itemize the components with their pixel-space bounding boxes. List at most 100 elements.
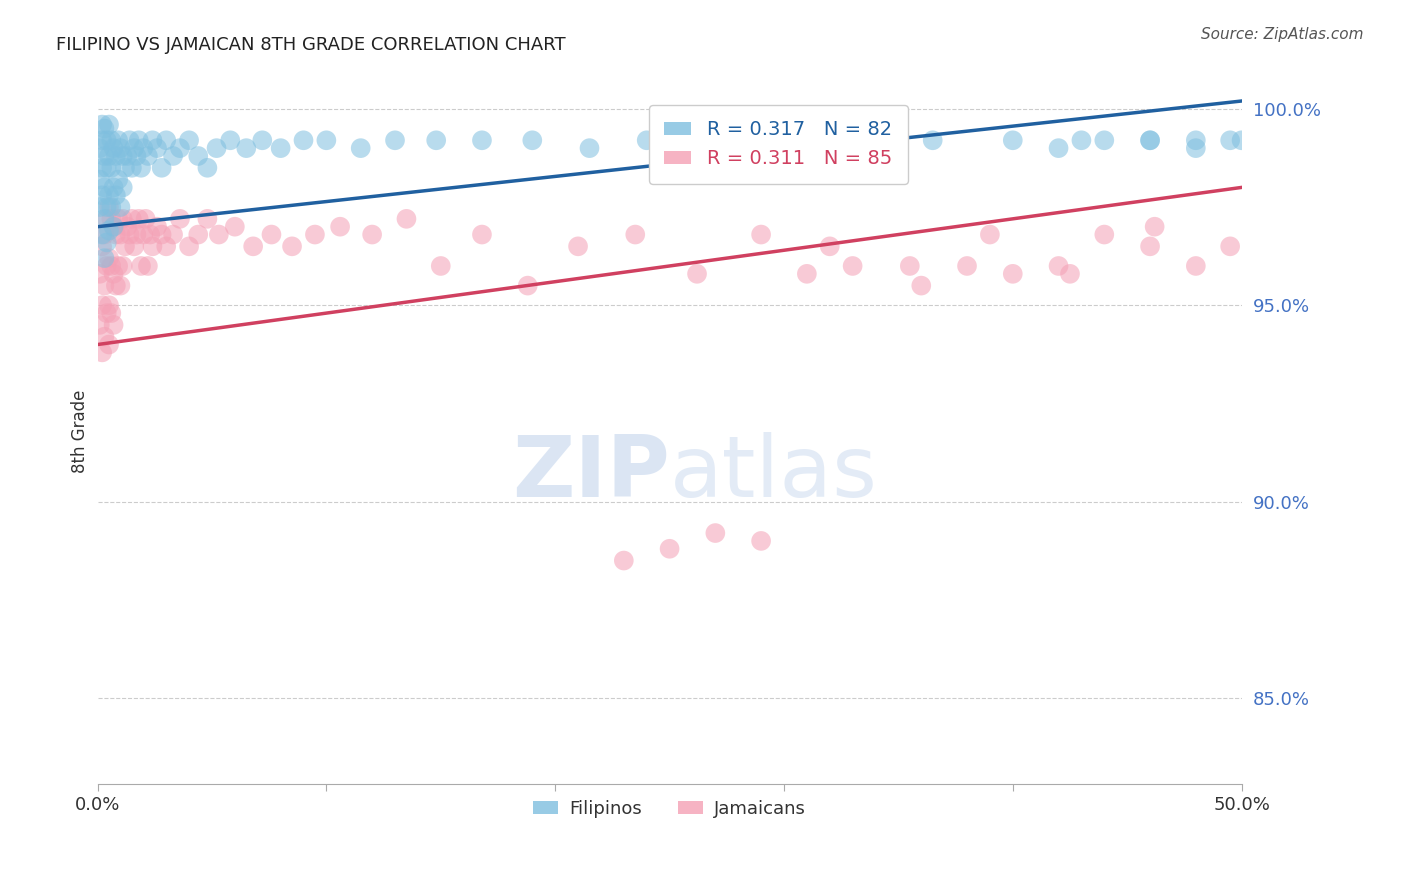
Point xyxy=(155,133,177,147)
Point xyxy=(98,149,121,163)
Point xyxy=(384,133,406,147)
Point xyxy=(89,200,111,214)
Point xyxy=(281,239,304,253)
Point xyxy=(96,306,118,320)
Point xyxy=(128,133,150,147)
Point xyxy=(1219,133,1241,147)
Text: Source: ZipAtlas.com: Source: ZipAtlas.com xyxy=(1201,27,1364,42)
Point xyxy=(1001,267,1024,281)
Point xyxy=(141,239,163,253)
Point xyxy=(773,141,796,155)
Point xyxy=(429,259,451,273)
Point xyxy=(104,278,127,293)
Point xyxy=(91,239,114,253)
Point xyxy=(96,200,118,214)
Point xyxy=(898,259,921,273)
Point xyxy=(93,149,115,163)
Point xyxy=(471,227,494,242)
Point xyxy=(162,227,184,242)
Point xyxy=(471,133,494,147)
Point xyxy=(1047,259,1070,273)
Point xyxy=(235,141,257,155)
Point xyxy=(197,211,219,226)
Point xyxy=(89,267,111,281)
Point xyxy=(425,133,447,147)
Point xyxy=(89,318,111,332)
Point xyxy=(1139,133,1161,147)
Point xyxy=(979,227,1001,242)
Point xyxy=(1139,239,1161,253)
Point xyxy=(111,211,134,226)
Point xyxy=(304,227,326,242)
Point xyxy=(110,141,132,155)
Point xyxy=(658,541,681,556)
Point xyxy=(117,149,139,163)
Point xyxy=(132,227,155,242)
Point xyxy=(224,219,246,234)
Point xyxy=(118,133,141,147)
Point xyxy=(98,118,121,132)
Point xyxy=(197,161,219,175)
Point xyxy=(522,133,544,147)
Point xyxy=(136,149,159,163)
Point xyxy=(103,141,125,155)
Point xyxy=(177,133,200,147)
Point xyxy=(96,211,118,226)
Point xyxy=(169,141,191,155)
Point xyxy=(125,227,148,242)
Point xyxy=(100,133,122,147)
Point xyxy=(103,318,125,332)
Point xyxy=(121,211,143,226)
Point xyxy=(91,298,114,312)
Point xyxy=(252,133,274,147)
Legend: Filipinos, Jamaicans: Filipinos, Jamaicans xyxy=(526,792,813,825)
Point xyxy=(100,259,122,273)
Point xyxy=(956,259,979,273)
Point xyxy=(98,224,121,238)
Text: ZIP: ZIP xyxy=(512,432,669,515)
Point xyxy=(686,267,709,281)
Point xyxy=(110,227,132,242)
Y-axis label: 8th Grade: 8th Grade xyxy=(72,389,89,473)
Point xyxy=(1185,259,1208,273)
Point xyxy=(103,219,125,234)
Point xyxy=(136,259,159,273)
Point xyxy=(98,337,121,351)
Point xyxy=(162,149,184,163)
Point xyxy=(91,118,114,132)
Text: FILIPINO VS JAMAICAN 8TH GRADE CORRELATION CHART: FILIPINO VS JAMAICAN 8TH GRADE CORRELATI… xyxy=(56,36,565,54)
Point xyxy=(91,345,114,359)
Point xyxy=(704,133,727,147)
Point xyxy=(613,553,636,567)
Point xyxy=(146,219,169,234)
Point xyxy=(103,219,125,234)
Point xyxy=(141,133,163,147)
Point xyxy=(98,188,121,202)
Point xyxy=(122,141,145,155)
Point xyxy=(110,200,132,214)
Point xyxy=(111,259,134,273)
Point xyxy=(91,227,114,242)
Point xyxy=(841,259,863,273)
Point xyxy=(169,211,191,226)
Point xyxy=(91,188,114,202)
Point xyxy=(93,227,115,242)
Point xyxy=(177,239,200,253)
Point xyxy=(89,141,111,155)
Point xyxy=(329,219,352,234)
Point xyxy=(98,251,121,265)
Point xyxy=(749,227,772,242)
Point xyxy=(117,219,139,234)
Point xyxy=(187,227,209,242)
Point xyxy=(96,161,118,175)
Point xyxy=(125,149,148,163)
Point xyxy=(1047,141,1070,155)
Point xyxy=(150,161,173,175)
Point xyxy=(98,200,121,214)
Point xyxy=(516,278,538,293)
Point xyxy=(91,133,114,147)
Point xyxy=(103,267,125,281)
Point xyxy=(93,211,115,226)
Point xyxy=(111,180,134,194)
Point xyxy=(129,259,152,273)
